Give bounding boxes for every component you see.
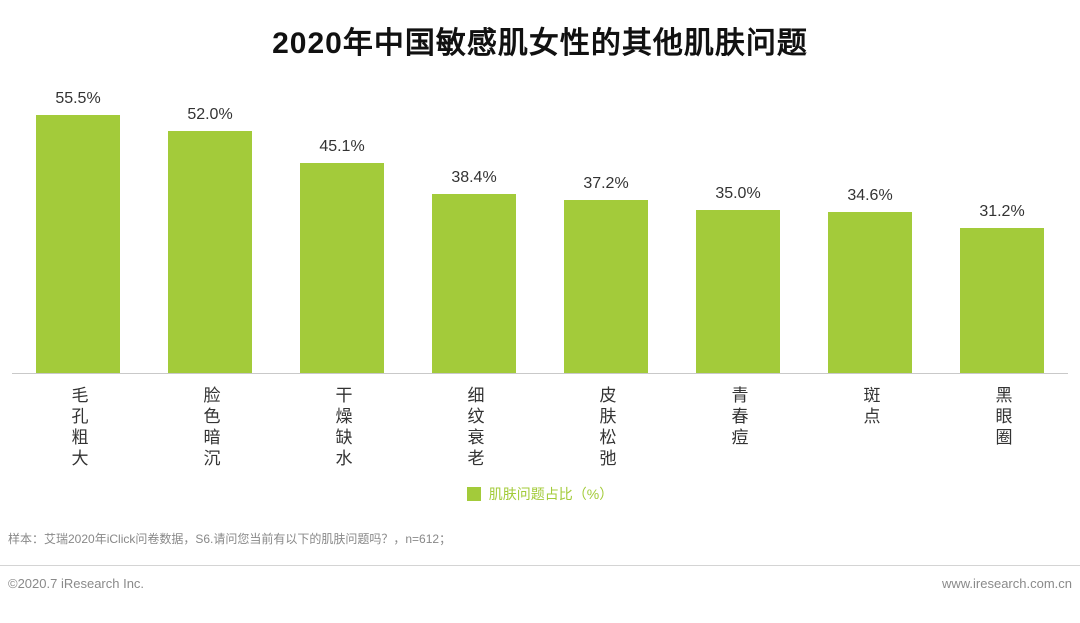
footer-divider — [0, 565, 1080, 566]
bar-category-label: 脸色暗沉 — [200, 386, 220, 470]
bar-category-label: 黑眼圈 — [992, 386, 1012, 449]
bar — [168, 131, 252, 373]
category-column: 斑点 — [804, 374, 936, 470]
footer-copyright: ©2020.7 iResearch Inc. — [8, 576, 145, 591]
bar-category-label: 细纹衰老 — [464, 386, 484, 470]
chart-title: 2020年中国敏感肌女性的其他肌肤问题 — [272, 27, 808, 60]
bar-value-label: 35.0% — [715, 185, 761, 202]
bar-value-label: 52.0% — [187, 106, 233, 123]
bar — [564, 200, 648, 373]
category-column: 皮肤松弛 — [540, 374, 672, 470]
bar-value-label: 45.1% — [319, 138, 365, 155]
bar-column: 52.0% — [144, 106, 276, 373]
source-note: 样本：艾瑞2020年iClick问卷数据，S6.请问您当前有以下的肌肤问题吗？，… — [8, 532, 452, 546]
bar — [696, 210, 780, 373]
category-column: 干燥缺水 — [276, 374, 408, 470]
bar-chart: 55.5% 52.0% 45.1% 38.4% 37.2% 35.0% 34.6% 31.2%… — [12, 62, 1068, 470]
bar — [36, 115, 120, 373]
category-column: 青春痘 — [672, 374, 804, 470]
bar-column: 35.0% — [672, 185, 804, 373]
legend-label: 肌肤问题占比（%） — [488, 486, 614, 502]
category-column: 毛孔粗大 — [12, 374, 144, 470]
bar-category-label: 皮肤松弛 — [596, 386, 616, 470]
bars-row: 55.5% 52.0% 45.1% 38.4% 37.2% 35.0% 34.6% 31.2% — [12, 74, 1068, 374]
bar-category-label: 干燥缺水 — [332, 386, 352, 470]
bar-value-label: 38.4% — [451, 169, 497, 186]
category-labels-row: 毛孔粗大 脸色暗沉 干燥缺水 细纹衰老 皮肤松弛 青春痘 斑点 黑眼圈 — [12, 374, 1068, 470]
bar-column: 37.2% — [540, 175, 672, 373]
bar-category-label: 青春痘 — [728, 386, 748, 449]
bar-value-label: 34.6% — [847, 187, 893, 204]
bar-column: 31.2% — [936, 203, 1068, 373]
category-column: 细纹衰老 — [408, 374, 540, 470]
bar-value-label: 37.2% — [583, 175, 629, 192]
bar — [300, 163, 384, 373]
bar-value-label: 55.5% — [55, 90, 101, 107]
bar-category-label: 毛孔粗大 — [68, 386, 88, 470]
bar-column: 34.6% — [804, 187, 936, 373]
bar-column: 38.4% — [408, 169, 540, 373]
footer-website: www.iresearch.com.cn — [941, 576, 1072, 591]
category-column: 黑眼圈 — [936, 374, 1068, 470]
bar-category-label: 斑点 — [860, 386, 880, 428]
chart-legend: 肌肤问题占比（%） — [0, 484, 1080, 504]
bar-value-label: 31.2% — [979, 203, 1025, 220]
bar — [432, 194, 516, 373]
legend-swatch-icon — [466, 487, 481, 501]
bar-column: 55.5% — [12, 90, 144, 373]
bar — [828, 212, 912, 373]
footer-bar: ©2020.7 iResearch Inc. www.iresearch.com… — [0, 566, 1080, 591]
category-column: 脸色暗沉 — [144, 374, 276, 470]
bar — [960, 228, 1044, 373]
bar-column: 45.1% — [276, 138, 408, 373]
